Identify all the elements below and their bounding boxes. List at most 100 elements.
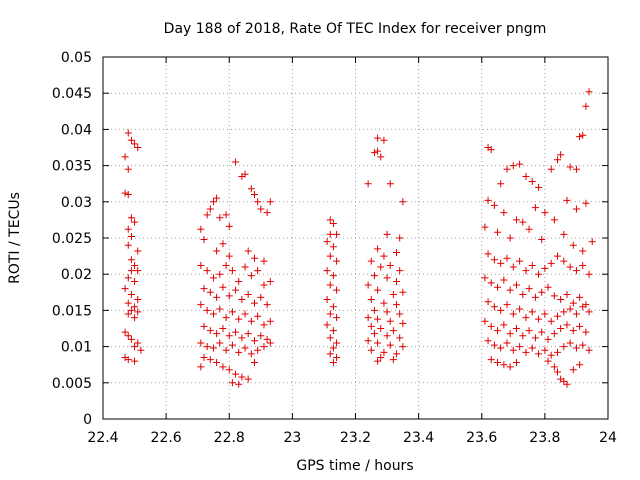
data-point: [244, 290, 252, 298]
data-point: [576, 133, 584, 141]
data-point: [367, 296, 375, 304]
data-point: [516, 343, 524, 351]
data-point: [333, 314, 341, 322]
data-point: [503, 339, 511, 347]
data-point: [579, 262, 587, 270]
data-point: [494, 327, 502, 335]
data-point: [326, 281, 334, 289]
data-point: [209, 310, 217, 318]
data-point: [203, 343, 211, 351]
data-point: [585, 270, 593, 278]
data-point: [124, 356, 132, 364]
data-point: [257, 205, 265, 213]
data-point: [490, 256, 498, 264]
data-point: [134, 339, 142, 347]
data-point: [374, 147, 382, 155]
data-point: [219, 325, 227, 332]
data-point: [487, 279, 495, 287]
data-point: [124, 274, 132, 282]
data-point: [127, 233, 135, 241]
data-point: [563, 196, 571, 204]
data-point: [219, 240, 227, 248]
data-point: [213, 194, 221, 202]
data-point: [500, 361, 508, 369]
data-point: [576, 361, 584, 369]
x-axis-label: GPS time / hours: [296, 458, 413, 474]
data-point: [326, 334, 334, 342]
data-point: [266, 198, 274, 206]
data-point: [377, 353, 385, 361]
data-point: [134, 144, 142, 151]
data-point: [490, 341, 498, 349]
data-point: [544, 357, 552, 365]
data-point: [560, 230, 568, 238]
data-point: [541, 346, 549, 354]
data-point: [127, 306, 135, 314]
data-point: [377, 263, 385, 271]
data-point: [560, 343, 568, 351]
data-point: [497, 306, 505, 314]
data-point: [585, 88, 593, 96]
y-tick-label: 0.04: [61, 122, 92, 138]
data-point: [244, 375, 252, 383]
x-tick-label: 23.4: [403, 430, 434, 446]
data-point: [329, 303, 337, 311]
data-point: [484, 196, 492, 204]
data-point: [131, 357, 139, 365]
data-point: [509, 162, 517, 170]
data-point: [329, 359, 337, 367]
data-point: [127, 256, 135, 264]
data-point: [203, 306, 211, 314]
data-point: [200, 285, 208, 293]
data-point: [569, 366, 577, 374]
data-point: [557, 296, 565, 304]
data-point: [550, 292, 558, 300]
data-point: [367, 257, 375, 265]
data-point: [557, 325, 565, 332]
data-point: [222, 211, 230, 219]
data-point: [541, 264, 549, 272]
data-point: [124, 129, 132, 137]
data-point: [550, 330, 558, 338]
data-point: [131, 262, 139, 270]
data-point: [206, 356, 214, 364]
data-point: [124, 332, 132, 340]
y-tick-label: 0.035: [52, 159, 92, 175]
data-point: [547, 165, 555, 173]
data-point: [326, 230, 334, 238]
data-point: [560, 377, 568, 385]
data-point: [481, 274, 489, 282]
data-point: [572, 267, 580, 275]
data-point: [124, 191, 132, 199]
data-point: [219, 363, 227, 371]
data-point: [569, 327, 577, 335]
data-point: [254, 346, 262, 354]
x-tick-labels: 22.4 22.6 22.8 23 23.2 23.4 23.6 23.8 24: [87, 430, 617, 446]
data-point: [554, 312, 561, 320]
data-point: [367, 322, 375, 330]
data-point: [503, 165, 511, 173]
data-point: [389, 327, 397, 335]
data-point: [563, 380, 571, 388]
data-point: [374, 245, 382, 253]
data-point: [364, 337, 372, 345]
data-point: [522, 172, 530, 180]
data-point: [380, 252, 388, 260]
data-point: [127, 335, 135, 343]
data-point: [396, 267, 404, 275]
data-point: [494, 283, 502, 291]
data-point: [251, 191, 258, 199]
data-point: [216, 305, 224, 313]
data-point: [131, 343, 139, 351]
data-point: [541, 209, 549, 217]
data-point: [238, 296, 246, 304]
data-point: [572, 310, 580, 318]
data-point: [588, 238, 596, 246]
data-point: [506, 330, 514, 338]
data-point: [260, 281, 268, 289]
data-point: [254, 198, 262, 206]
data-point: [484, 250, 492, 258]
data-point: [393, 350, 401, 358]
data-point: [399, 198, 407, 206]
